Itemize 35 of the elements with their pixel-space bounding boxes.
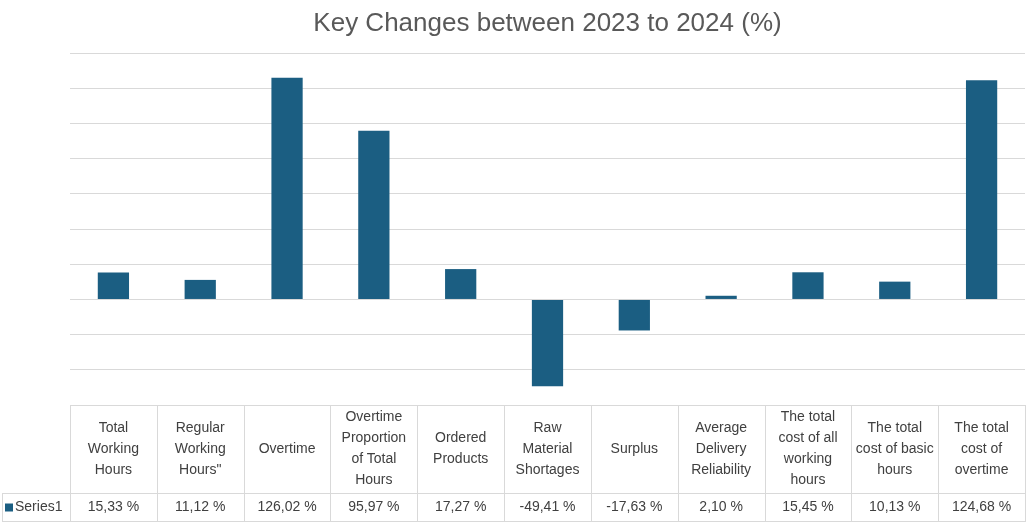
data-label: 124,68 % — [952, 498, 1012, 515]
data-label: 2,10 % — [699, 498, 743, 515]
x-tick-label: Total Working Hours — [87, 418, 139, 477]
data-label: 11,12 % — [175, 498, 226, 515]
data-label: 95,97 % — [348, 498, 400, 515]
data-label: 17,27 % — [434, 498, 487, 515]
bar — [271, 77, 303, 299]
bar — [531, 299, 564, 387]
x-tick-label: Ordered Products — [433, 429, 489, 467]
x-tick-label: The total cost of overtime — [954, 418, 1009, 477]
x-tick-label: Overtime — [258, 439, 316, 456]
data-label: 10,13 % — [869, 498, 921, 515]
x-tick-label: Regular Working Hours" — [174, 418, 226, 477]
x-tick-label: The total cost of all working hours — [778, 408, 838, 488]
data-label: -49,41 % — [519, 498, 576, 515]
bar — [184, 279, 216, 299]
data-label: 15,33 % — [87, 498, 140, 515]
x-tick-label: Overtime Proportion of Total Hours — [341, 408, 407, 488]
x-tick-label: Raw Material Shortages — [515, 418, 580, 477]
chart-title: Key Changes between 2023 to 2024 (%) — [313, 6, 782, 37]
x-tick-label: Average Delivery Reliability — [691, 418, 752, 477]
bar — [792, 272, 824, 299]
data-label: -17,63 % — [606, 498, 663, 515]
x-tick-label: Surplus — [610, 439, 659, 456]
bar — [965, 80, 998, 299]
bar — [618, 299, 650, 331]
bar — [705, 295, 737, 299]
bar — [97, 272, 130, 299]
bar — [358, 130, 390, 299]
data-label: 126,02 % — [257, 498, 317, 515]
legend-label: Series1 — [15, 498, 63, 515]
x-tick-label: The total cost of basic hours — [855, 418, 934, 477]
bar — [445, 269, 477, 299]
bar — [879, 281, 911, 299]
data-label: 15,45 % — [782, 498, 834, 515]
